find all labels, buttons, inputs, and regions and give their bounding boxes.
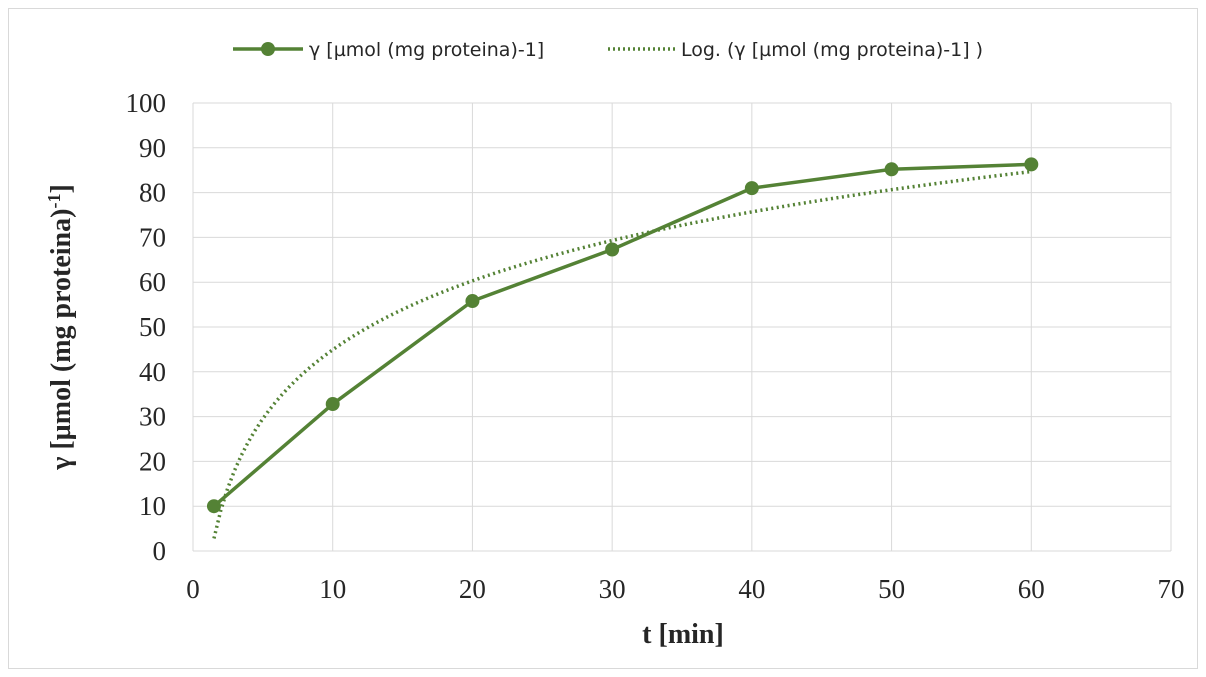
legend-series-marker: [261, 42, 275, 56]
y-axis-title-superscript: -1: [44, 194, 64, 209]
y-tick-label: 40: [139, 357, 166, 387]
y-axis-title-close: ]: [46, 184, 77, 193]
y-tick-label: 30: [139, 402, 166, 432]
y-tick-label: 90: [139, 133, 166, 163]
x-tick-label: 30: [599, 574, 626, 604]
data-point[interactable]: [605, 242, 620, 257]
y-tick-label: 70: [139, 222, 166, 252]
data-point[interactable]: [206, 499, 221, 514]
data-point[interactable]: [1024, 157, 1039, 172]
y-axis-title-main: γ [µmol (mg proteina): [46, 209, 77, 471]
y-tick-label: 10: [139, 491, 166, 521]
y-tick-label: 0: [153, 536, 167, 566]
series-line: [212, 162, 1032, 508]
legend: γ [µmol (mg proteina)-1] Log. (γ [µmol (…: [233, 39, 983, 61]
data-point[interactable]: [325, 397, 340, 412]
data-point[interactable]: [884, 162, 899, 177]
y-axis-title: γ [µmol (mg proteina)-1]: [44, 184, 77, 471]
trendline: [212, 169, 1032, 539]
x-tick-label: 70: [1158, 574, 1185, 604]
x-tick-label: 40: [738, 574, 765, 604]
y-tick-label: 50: [139, 312, 166, 342]
data-point[interactable]: [465, 294, 480, 309]
data-point[interactable]: [744, 181, 759, 196]
chart-frame: [8, 8, 1198, 669]
legend-series-label: γ [µmol (mg proteina)-1]: [309, 39, 544, 61]
tick-labels: 0 10 20 30 40 50 60 70 80 90 100 0 10 20 30 40 50 60 70: [126, 88, 1185, 604]
y-tick-label: 60: [139, 267, 166, 297]
legend-trendline-label: Log. (γ [µmol (mg proteina)-1] ): [681, 39, 983, 61]
x-tick-label: 60: [1018, 574, 1045, 604]
y-tick-label: 80: [139, 178, 166, 208]
grid: [192, 102, 1172, 552]
x-tick-label: 50: [878, 574, 905, 604]
x-axis-title: t [min]: [642, 619, 724, 650]
x-tick-label: 20: [459, 574, 486, 604]
y-tick-label: 20: [139, 446, 166, 476]
trendline-group: [212, 169, 1032, 539]
legend-item-trendline[interactable]: Log. (γ [µmol (mg proteina)-1] ): [608, 39, 983, 61]
legend-item-series[interactable]: γ [µmol (mg proteina)-1]: [233, 39, 544, 61]
x-tick-label: 0: [186, 574, 200, 604]
y-tick-label: 100: [126, 88, 167, 118]
series-group: [206, 157, 1039, 514]
x-tick-label: 10: [319, 574, 346, 604]
